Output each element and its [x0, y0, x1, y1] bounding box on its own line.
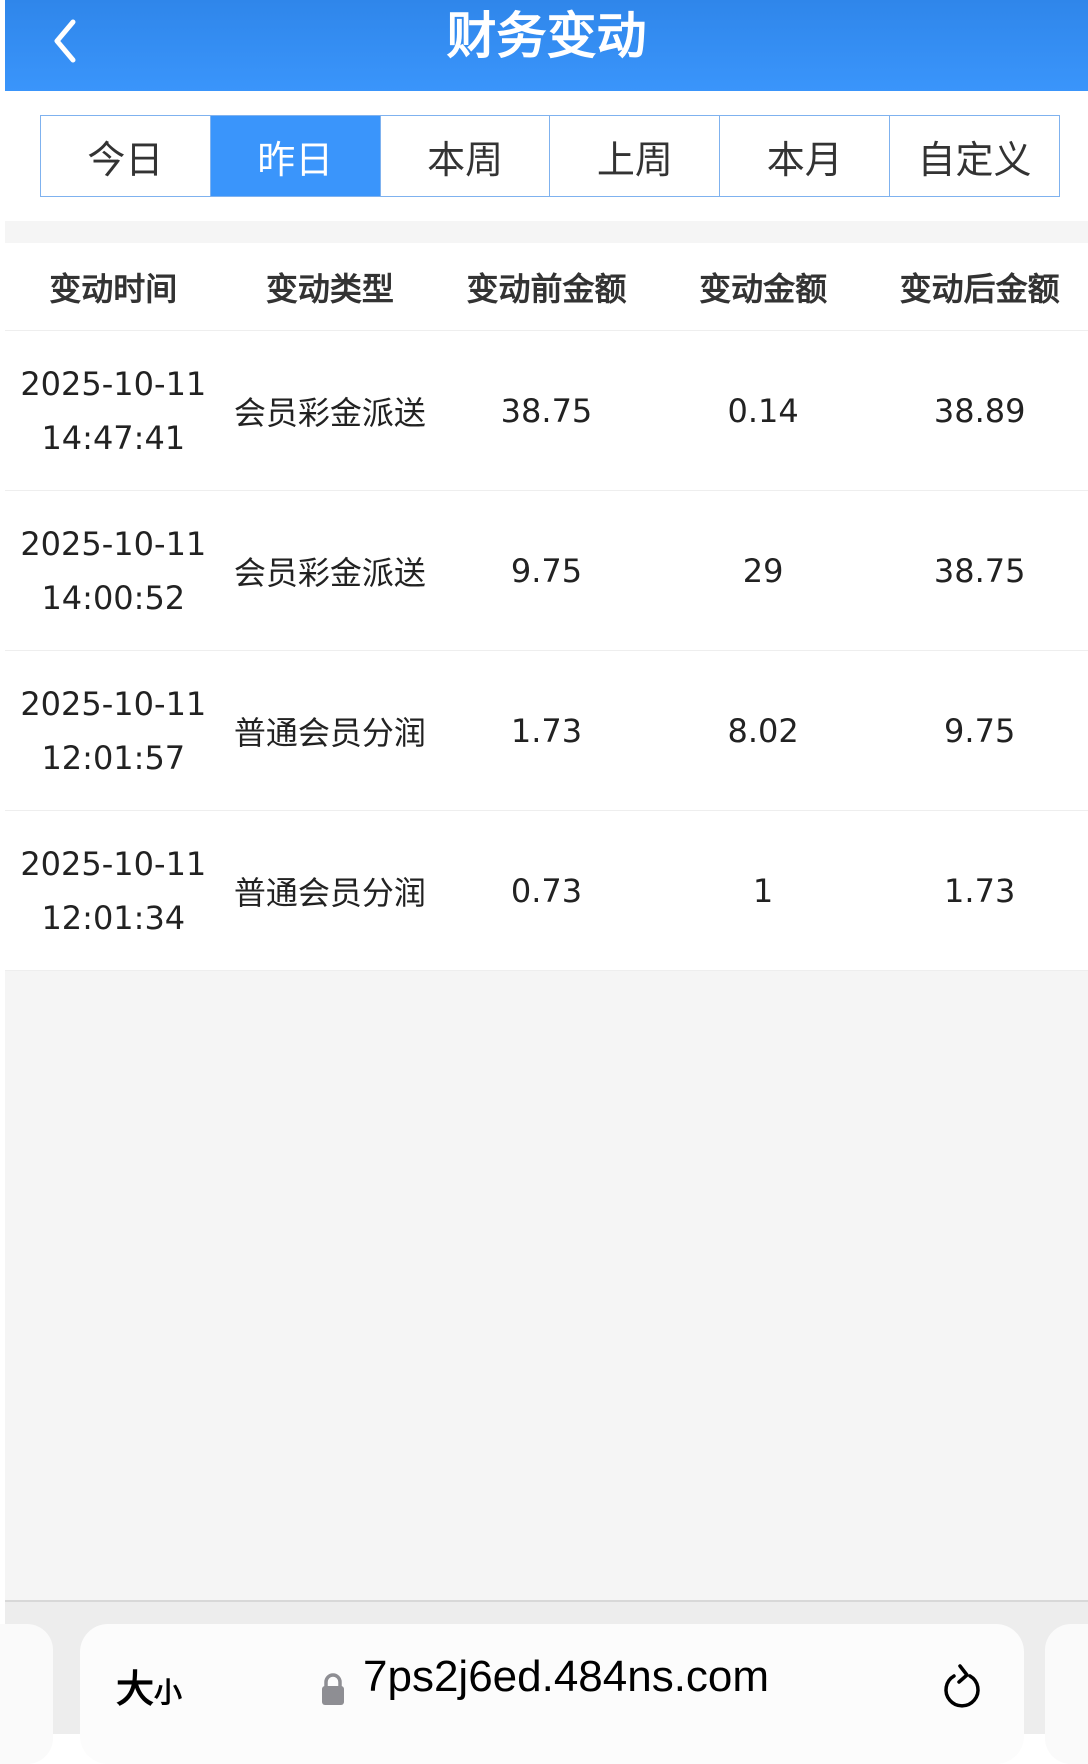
- cell-type: 会员彩金派送: [233, 553, 426, 592]
- date-tabs: 今日 昨日 本周 上周 本月 自定义: [40, 115, 1060, 197]
- tab-last-week[interactable]: 上周: [550, 116, 721, 196]
- address-bar[interactable]: 大小 7ps2j6ed.484ns.com: [80, 1624, 1024, 1764]
- cell-before: 1.73: [510, 711, 583, 750]
- table-header: 变动时间 变动类型 变动前金额 变动金额 变动后金额: [5, 243, 1088, 331]
- tab-today[interactable]: 今日: [41, 116, 211, 196]
- column-header-amount: 变动金额: [699, 269, 828, 308]
- page-title: 财务变动: [446, 7, 647, 65]
- tab-this-week[interactable]: 本周: [381, 116, 551, 196]
- cell-time: 2025-10-11 12:01:34: [5, 811, 222, 970]
- cell-before: 9.75: [510, 551, 583, 590]
- url-text: 7ps2j6ed.484ns.com: [363, 1652, 770, 1701]
- cell-time: 2025-10-11 12:01:57: [5, 651, 222, 810]
- table-row: 2025-10-11 14:47:41 会员彩金派送 38.75 0.14 38.89: [5, 331, 1088, 491]
- column-header-type: 变动类型: [265, 269, 394, 308]
- lock-icon: [322, 1673, 344, 1705]
- cell-type: 普通会员分润: [233, 713, 426, 752]
- cell-clock: 14:47:41: [41, 418, 186, 457]
- tab-custom[interactable]: 自定义: [917, 137, 1032, 182]
- cell-before: 0.73: [510, 871, 583, 910]
- column-header-before: 变动前金额: [466, 269, 627, 308]
- table-row: 2025-10-11 12:01:34 普通会员分润 0.73 1 1.73: [5, 811, 1088, 971]
- cell-date: 2025-10-11: [20, 844, 207, 883]
- previous-tab-preview[interactable]: [0, 1624, 53, 1764]
- reload-icon[interactable]: [940, 1662, 984, 1714]
- cell-amount: 1: [752, 871, 774, 910]
- cell-amount: 0.14: [727, 391, 799, 430]
- cell-date: 2025-10-11: [20, 364, 207, 403]
- table-row: 2025-10-11 14:00:52 会员彩金派送 9.75 29 38.75: [5, 491, 1088, 651]
- cell-clock: 12:01:34: [41, 898, 186, 937]
- column-header-after: 变动后金额: [899, 269, 1060, 308]
- finance-table: 变动时间 变动类型 变动前金额 变动金额 变动后金额 2025-10-11 14:…: [5, 243, 1088, 971]
- cell-after: 38.89: [933, 391, 1026, 430]
- date-filter-bar: 今日 昨日 本周 上周 本月 自定义: [5, 91, 1088, 221]
- cell-after: 9.75: [944, 711, 1016, 750]
- cell-time: 2025-10-11 14:00:52: [5, 491, 222, 650]
- tab-this-month[interactable]: 本月: [720, 116, 891, 196]
- cell-amount: 29: [742, 551, 784, 590]
- cell-after: 38.75: [933, 551, 1026, 590]
- cell-clock: 14:00:52: [41, 578, 186, 617]
- cell-clock: 12:01:57: [41, 738, 186, 777]
- text-size-small: 小: [154, 1676, 183, 1709]
- text-size-big: 大: [116, 1667, 155, 1711]
- cell-before: 38.75: [500, 391, 593, 430]
- cell-after: 1.73: [944, 871, 1016, 910]
- app-header: 财务变动: [5, 0, 1088, 91]
- browser-toolbar: 大小 7ps2j6ed.484ns.com: [0, 1600, 1088, 1764]
- cell-date: 2025-10-11: [20, 684, 207, 723]
- next-tab-preview[interactable]: [1045, 1624, 1088, 1764]
- cell-type: 会员彩金派送: [233, 393, 426, 432]
- table-row: 2025-10-11 12:01:57 普通会员分润 1.73 8.02 9.75: [5, 651, 1088, 811]
- cell-time: 2025-10-11 14:47:41: [5, 331, 222, 490]
- cell-type: 普通会员分润: [233, 873, 426, 912]
- back-button[interactable]: [43, 10, 93, 70]
- tab-yesterday[interactable]: 昨日: [210, 116, 381, 196]
- column-header-time: 变动时间: [49, 269, 178, 308]
- text-size-button[interactable]: 大小: [116, 1658, 182, 1713]
- cell-amount: 8.02: [727, 711, 799, 750]
- chevron-left-icon: [54, 19, 76, 63]
- cell-date: 2025-10-11: [20, 524, 207, 563]
